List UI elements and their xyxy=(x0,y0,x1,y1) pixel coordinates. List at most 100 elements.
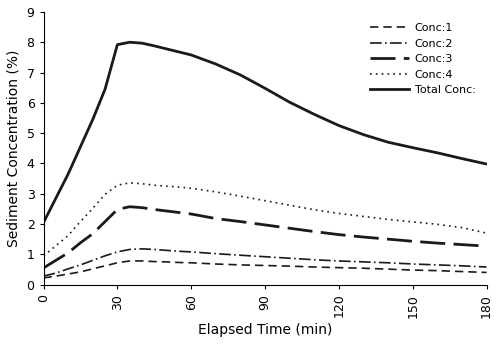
Conc:3 xyxy=(126,205,132,209)
Conc:1 xyxy=(484,270,490,275)
Conc:2 xyxy=(164,248,170,252)
Conc:1 xyxy=(262,264,268,268)
Conc:1 xyxy=(286,264,292,268)
Conc:3 xyxy=(336,233,342,237)
Conc:1 xyxy=(238,263,244,267)
Total Conc: xyxy=(484,162,490,166)
Conc:2 xyxy=(213,251,219,256)
Conc:4 xyxy=(262,198,268,203)
Conc:3 xyxy=(152,207,158,212)
Conc:4 xyxy=(65,234,71,238)
Conc:2 xyxy=(65,267,71,271)
Conc:4 xyxy=(176,185,182,189)
Conc:3 xyxy=(139,206,145,210)
Conc:3 xyxy=(102,219,108,224)
Conc:3 xyxy=(65,251,71,255)
Conc:2 xyxy=(484,265,490,269)
Total Conc: xyxy=(65,172,71,176)
Conc:4 xyxy=(213,190,219,194)
Conc:4 xyxy=(78,219,84,224)
Conc:3 xyxy=(213,216,219,221)
Conc:3 xyxy=(176,211,182,215)
Total Conc: xyxy=(53,196,59,200)
Conc:2 xyxy=(434,263,440,267)
Conc:1 xyxy=(102,264,108,268)
Conc:4 xyxy=(238,194,244,198)
Total Conc: xyxy=(286,100,292,104)
Conc:1 xyxy=(65,272,71,276)
Total Conc: xyxy=(126,40,132,44)
Conc:1 xyxy=(410,268,416,272)
Total Conc: xyxy=(114,43,120,47)
Total Conc: xyxy=(78,145,84,149)
Conc:4 xyxy=(434,222,440,226)
Conc:3 xyxy=(312,229,318,234)
Conc:1 xyxy=(188,261,194,265)
Total Conc: xyxy=(213,62,219,66)
Conc:2 xyxy=(126,247,132,251)
Conc:3 xyxy=(238,219,244,224)
Total Conc: xyxy=(360,132,366,137)
Conc:1 xyxy=(126,259,132,263)
Conc:2 xyxy=(238,253,244,257)
Conc:2 xyxy=(262,255,268,259)
Total Conc: xyxy=(385,140,391,144)
Total Conc: xyxy=(152,44,158,48)
Conc:2 xyxy=(312,258,318,262)
Conc:2 xyxy=(176,249,182,253)
Conc:2 xyxy=(53,271,59,275)
Conc:1 xyxy=(434,269,440,273)
Conc:2 xyxy=(336,259,342,263)
Conc:3 xyxy=(286,226,292,230)
Conc:1 xyxy=(40,276,46,280)
Line: Conc:4: Conc:4 xyxy=(44,183,486,256)
Y-axis label: Sediment Concentration (%): Sediment Concentration (%) xyxy=(7,50,21,247)
Total Conc: xyxy=(262,86,268,90)
Conc:2 xyxy=(286,256,292,260)
Total Conc: xyxy=(336,123,342,128)
Conc:1 xyxy=(312,265,318,269)
Conc:4 xyxy=(164,184,170,188)
Conc:1 xyxy=(360,266,366,270)
Conc:3 xyxy=(262,223,268,227)
Conc:4 xyxy=(385,217,391,222)
Conc:2 xyxy=(139,247,145,251)
Conc:4 xyxy=(102,192,108,196)
Line: Total Conc:: Total Conc: xyxy=(44,42,486,223)
Conc:1 xyxy=(213,262,219,266)
Conc:2 xyxy=(459,264,465,268)
Total Conc: xyxy=(238,73,244,77)
Total Conc: xyxy=(459,157,465,161)
Conc:4 xyxy=(360,214,366,218)
Conc:4 xyxy=(410,220,416,224)
Conc:1 xyxy=(78,270,84,274)
Conc:3 xyxy=(459,243,465,247)
Total Conc: xyxy=(102,87,108,91)
Conc:3 xyxy=(40,266,46,270)
Conc:3 xyxy=(188,212,194,216)
Conc:3 xyxy=(385,237,391,241)
Conc:4 xyxy=(459,226,465,230)
X-axis label: Elapsed Time (min): Elapsed Time (min) xyxy=(198,323,332,337)
Conc:4 xyxy=(40,254,46,258)
Conc:2 xyxy=(102,254,108,258)
Conc:2 xyxy=(410,262,416,266)
Conc:2 xyxy=(152,247,158,251)
Conc:4 xyxy=(336,211,342,215)
Total Conc: xyxy=(410,146,416,150)
Conc:4 xyxy=(188,186,194,190)
Conc:4 xyxy=(484,231,490,235)
Conc:4 xyxy=(90,206,96,210)
Conc:3 xyxy=(410,239,416,243)
Conc:4 xyxy=(286,203,292,207)
Conc:2 xyxy=(40,274,46,278)
Conc:1 xyxy=(139,259,145,263)
Conc:2 xyxy=(360,260,366,264)
Conc:1 xyxy=(336,266,342,270)
Total Conc: xyxy=(139,41,145,45)
Conc:4 xyxy=(312,208,318,212)
Total Conc: xyxy=(188,53,194,57)
Conc:1 xyxy=(53,274,59,278)
Conc:4 xyxy=(126,181,132,185)
Conc:1 xyxy=(114,261,120,265)
